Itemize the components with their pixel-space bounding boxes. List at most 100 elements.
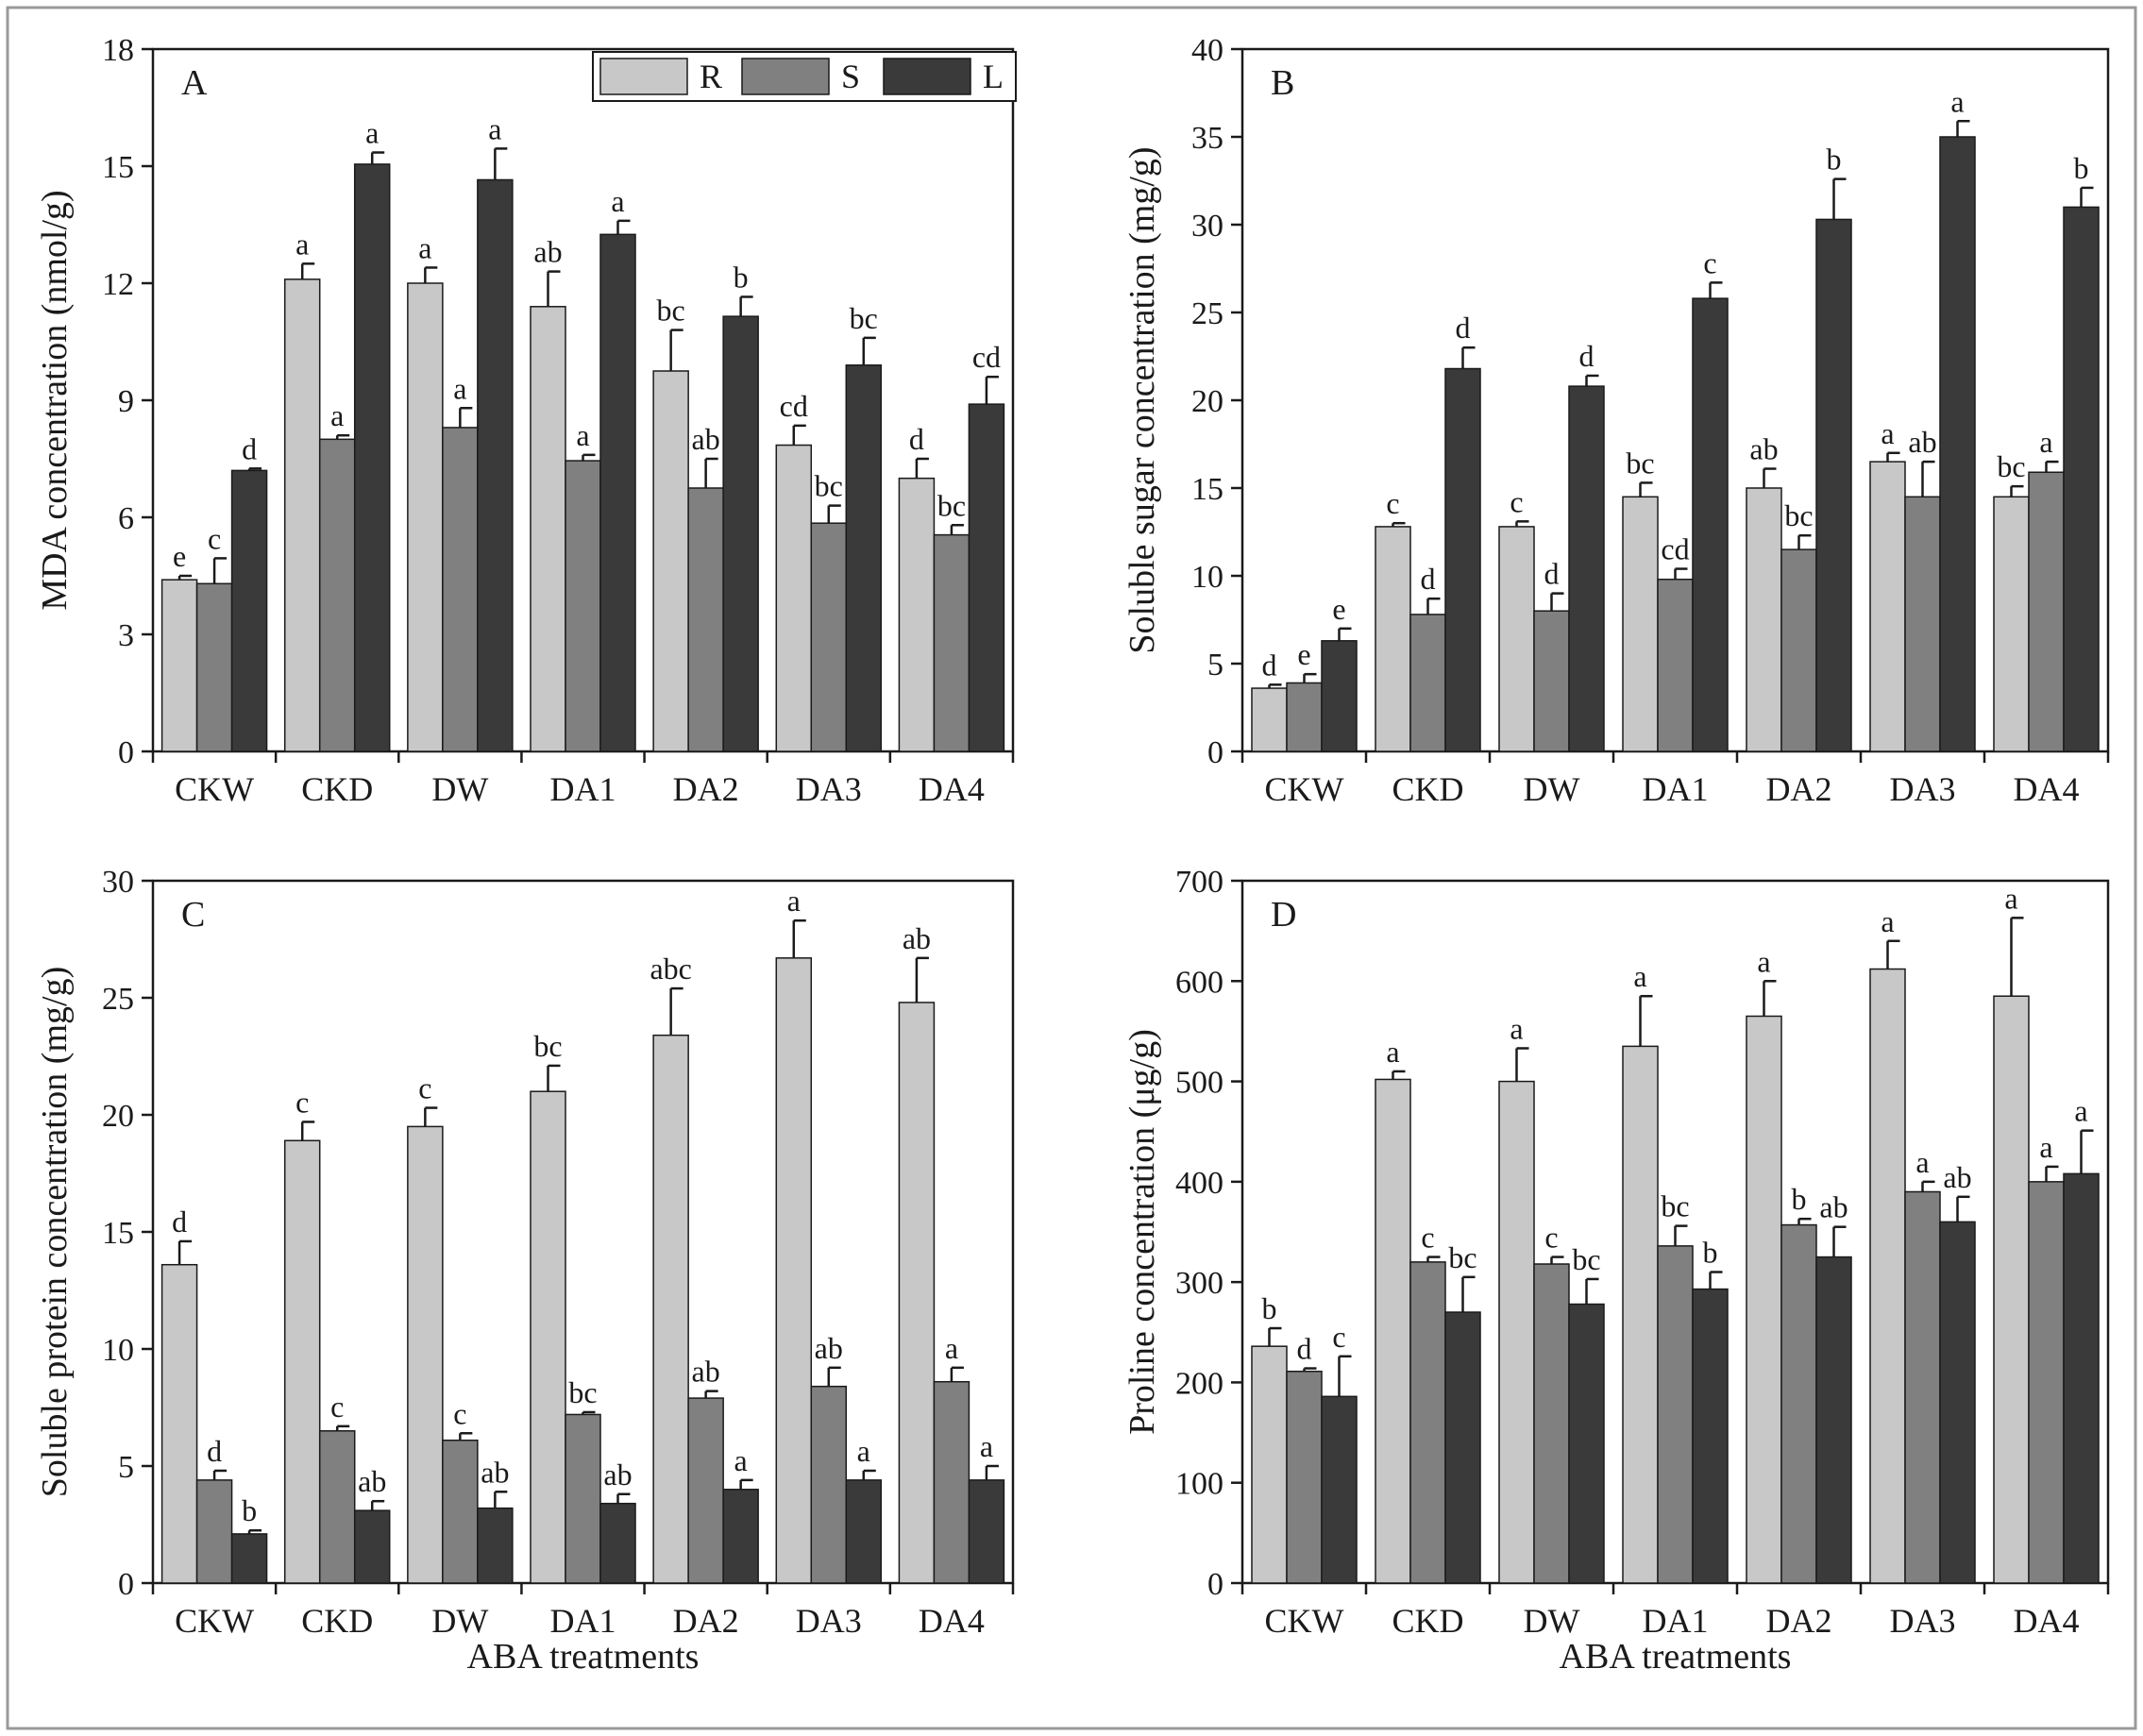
x-tick-label: DA1 bbox=[1643, 1602, 1709, 1640]
significance-label: bc bbox=[1661, 1189, 1689, 1223]
y-tick-label: 400 bbox=[1175, 1166, 1223, 1201]
panel-letter: D bbox=[1271, 895, 1296, 935]
bar bbox=[1409, 614, 1446, 752]
bar bbox=[722, 1489, 759, 1584]
x-tick-label: DA1 bbox=[550, 1602, 616, 1640]
y-tick-label: 0 bbox=[118, 735, 134, 770]
bar bbox=[1251, 1345, 1288, 1584]
bar bbox=[1498, 526, 1535, 752]
x-tick-label: DA3 bbox=[1890, 1602, 1956, 1640]
significance-label: a bbox=[1915, 1145, 1929, 1179]
bar bbox=[652, 1034, 689, 1584]
bar bbox=[1939, 1221, 1976, 1584]
significance-label: a bbox=[1633, 959, 1646, 993]
significance-label: ab bbox=[1908, 425, 1936, 459]
y-tick-label: 10 bbox=[102, 1333, 134, 1368]
significance-label: bc bbox=[850, 301, 878, 335]
significance-label: c bbox=[418, 1071, 431, 1105]
significance-label: a bbox=[2039, 1130, 2052, 1164]
significance-label: e bbox=[1332, 592, 1345, 626]
bar bbox=[160, 579, 198, 752]
legend-swatch bbox=[741, 58, 830, 95]
y-tick-label: 9 bbox=[118, 384, 134, 419]
x-tick-label: CKD bbox=[1392, 770, 1463, 808]
x-tick-label: CKW bbox=[175, 770, 254, 808]
significance-label: bc bbox=[1784, 498, 1813, 532]
bar bbox=[599, 1502, 636, 1584]
significance-label: bc bbox=[568, 1375, 597, 1409]
bar bbox=[898, 1002, 936, 1584]
bar bbox=[160, 1263, 198, 1584]
x-tick-label: CKD bbox=[301, 770, 373, 808]
significance-label: a bbox=[2074, 1094, 2087, 1128]
significance-label: a bbox=[1950, 84, 1964, 118]
bar bbox=[2028, 1181, 2065, 1584]
significance-label: bc bbox=[1448, 1240, 1476, 1274]
bar bbox=[1375, 1078, 1411, 1584]
bar bbox=[1904, 496, 1941, 752]
bar bbox=[1568, 385, 1605, 752]
y-tick-label: 25 bbox=[102, 982, 134, 1017]
bar bbox=[2063, 206, 2100, 752]
bar bbox=[318, 1430, 356, 1584]
significance-label: d bbox=[207, 1434, 222, 1468]
significance-label: c bbox=[330, 1390, 344, 1424]
bar bbox=[968, 403, 1005, 752]
bar bbox=[1444, 367, 1481, 752]
significance-label: b bbox=[1792, 1182, 1807, 1216]
y-tick-label: 100 bbox=[1175, 1467, 1223, 1502]
bar bbox=[1533, 610, 1570, 752]
bar bbox=[195, 582, 233, 752]
significance-label: a bbox=[1757, 944, 1770, 978]
significance-label: ab bbox=[692, 1355, 720, 1389]
bar bbox=[1251, 687, 1288, 752]
significance-label: c bbox=[1421, 1221, 1434, 1255]
bar bbox=[1444, 1311, 1481, 1584]
y-tick-label: 30 bbox=[102, 865, 134, 900]
significance-label: b bbox=[2074, 151, 2089, 185]
bar bbox=[1657, 1245, 1694, 1584]
significance-label: a bbox=[330, 398, 344, 432]
x-tick-label: DA2 bbox=[1766, 1602, 1832, 1640]
x-axis-title: ABA treatments bbox=[1560, 1637, 1792, 1677]
bar bbox=[933, 1380, 970, 1584]
bar bbox=[1286, 1370, 1323, 1584]
bar bbox=[1409, 1261, 1446, 1584]
y-tick-label: 10 bbox=[1191, 560, 1223, 595]
bar bbox=[1939, 136, 1976, 752]
y-tick-label: 15 bbox=[1191, 472, 1223, 507]
y-tick-label: 30 bbox=[1191, 209, 1223, 244]
significance-label: c bbox=[295, 1085, 309, 1119]
y-tick-label: 5 bbox=[1207, 648, 1223, 683]
bar bbox=[530, 1090, 566, 1584]
bar bbox=[530, 306, 566, 752]
x-tick-label: CKW bbox=[1265, 770, 1344, 808]
x-tick-label: DW bbox=[431, 770, 488, 808]
bar bbox=[407, 1125, 444, 1584]
panel-letter: A bbox=[181, 63, 208, 103]
significance-label: a bbox=[295, 227, 309, 261]
bar bbox=[230, 1533, 268, 1584]
bar bbox=[283, 1139, 321, 1584]
bar bbox=[1746, 487, 1782, 752]
bar bbox=[1498, 1080, 1535, 1584]
x-tick-label: DA4 bbox=[919, 770, 985, 808]
significance-label: d bbox=[172, 1205, 187, 1239]
significance-label: bc bbox=[815, 469, 843, 503]
significance-label: a bbox=[488, 111, 501, 145]
bar bbox=[353, 163, 391, 752]
y-tick-label: 15 bbox=[102, 1216, 134, 1251]
bar bbox=[1692, 1288, 1729, 1584]
bar bbox=[442, 1439, 479, 1584]
significance-label: bc bbox=[657, 294, 685, 328]
y-tick-label: 35 bbox=[1191, 121, 1223, 156]
bar bbox=[477, 178, 514, 752]
significance-label: ab bbox=[1819, 1190, 1848, 1224]
significance-label: b bbox=[734, 260, 749, 294]
significance-label: b bbox=[1262, 1291, 1277, 1325]
bar bbox=[1321, 1395, 1358, 1584]
significance-label: a bbox=[787, 884, 801, 918]
bar bbox=[1780, 548, 1817, 752]
significance-label: e bbox=[1297, 637, 1310, 671]
